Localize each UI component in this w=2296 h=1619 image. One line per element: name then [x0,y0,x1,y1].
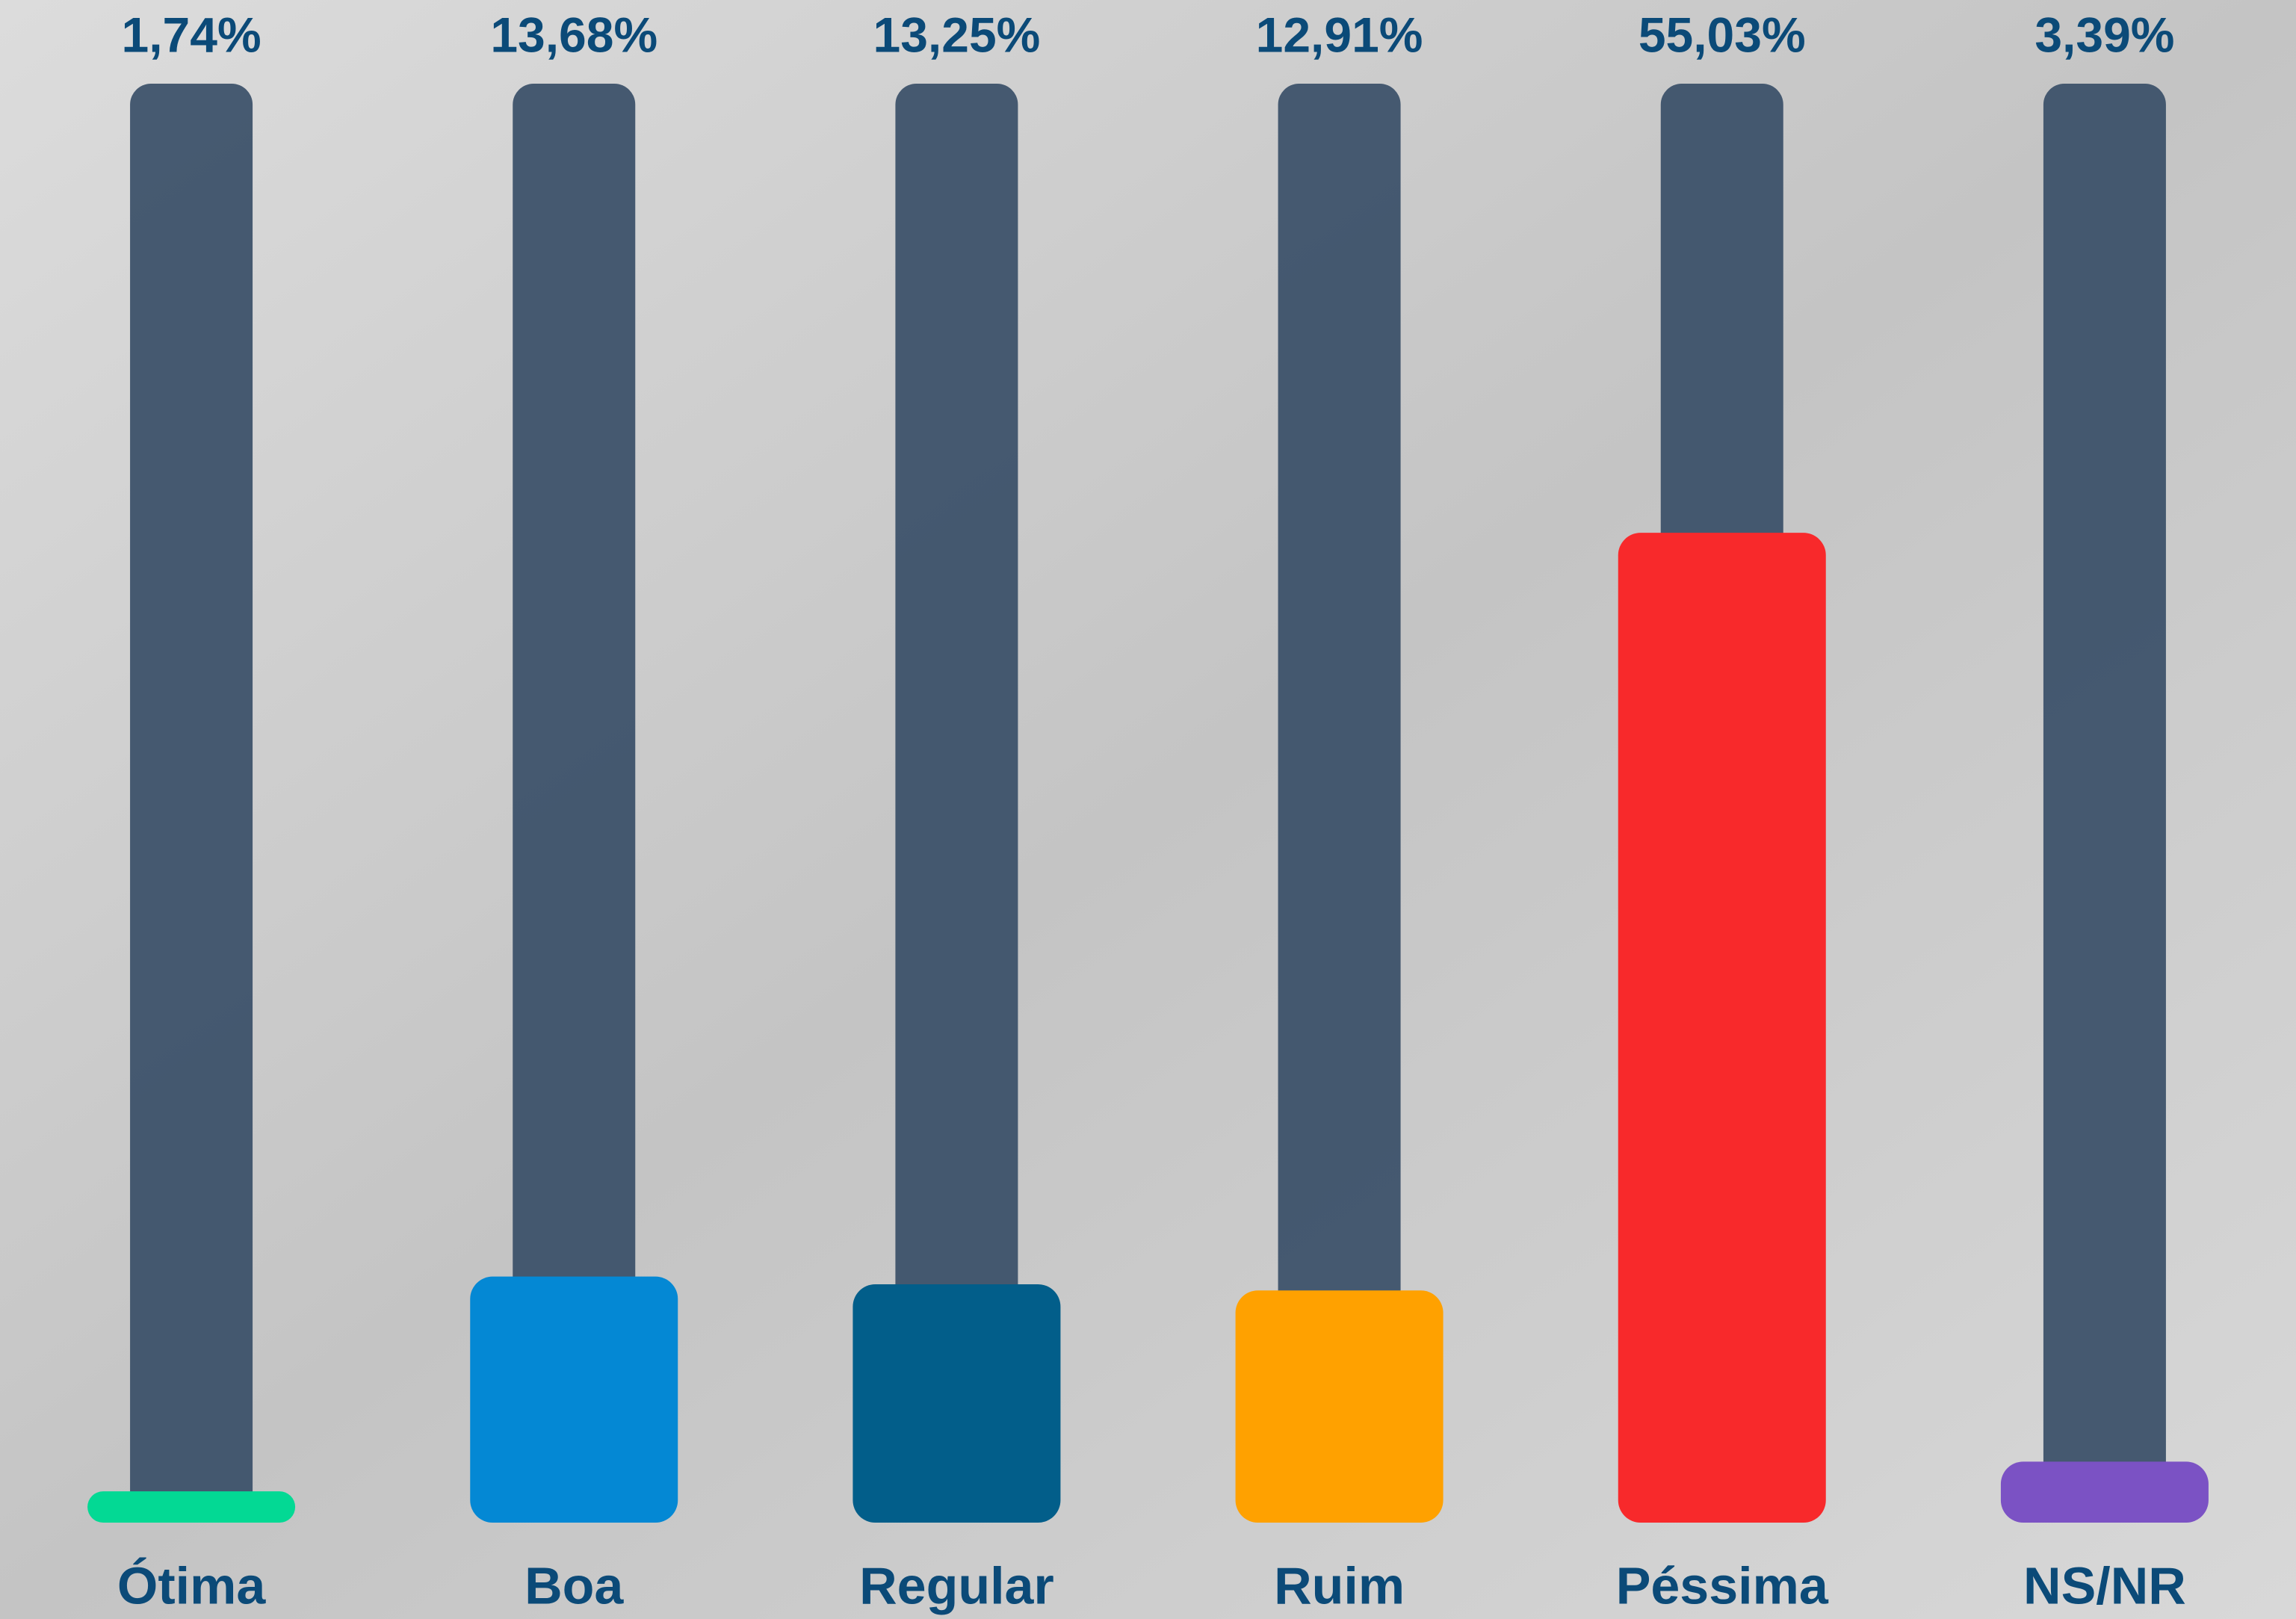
bar-track [513,84,636,1523]
x-tick-label: NS/NR [2023,1556,2186,1615]
value-label: 13,25% [873,7,1040,62]
value-label: 55,03% [1639,7,1806,62]
value-label: 3,39% [2034,7,2174,62]
value-label: 1,74% [122,7,262,62]
bar [1235,1290,1443,1523]
bar [470,1276,678,1523]
bar-track [1278,84,1401,1523]
bar [853,1284,1061,1523]
x-tick-label: Boa [525,1556,624,1615]
bar [87,1491,296,1523]
plot-area: 1,74% Ótima 13,68% Boa 13,25% Regular 12,91% Ru… [87,7,2209,1615]
bar-track [2043,84,2166,1523]
x-tick-label: Péssima [1616,1556,1829,1615]
x-tick-label: Ruim [1274,1556,1405,1615]
bar-track [130,84,253,1523]
bar [2000,1461,2209,1523]
x-tick-label: Ótima [117,1556,266,1615]
bar [1618,533,1826,1523]
value-label: 12,91% [1256,7,1423,62]
value-label: 13,68% [490,7,657,62]
x-tick-label: Regular [859,1556,1054,1615]
bar-track [895,84,1018,1523]
